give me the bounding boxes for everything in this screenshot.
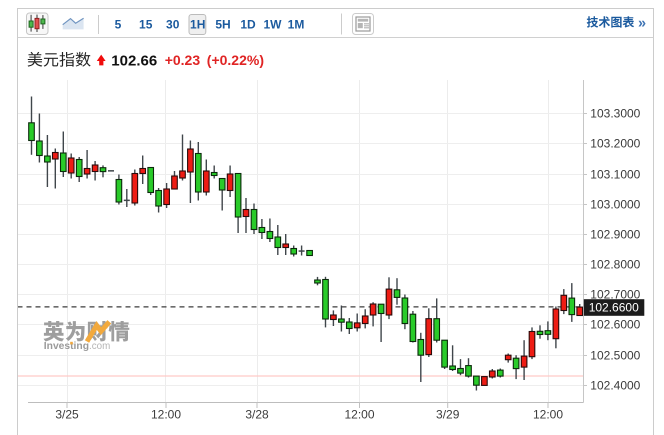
svg-text:102.9000: 102.9000: [590, 228, 640, 242]
svg-text:5H: 5H: [215, 18, 230, 32]
svg-text:103.2000: 103.2000: [590, 137, 640, 151]
svg-text:102.4000: 102.4000: [590, 379, 640, 393]
svg-text:102.6600: 102.6600: [589, 301, 639, 315]
svg-text:103.3000: 103.3000: [590, 107, 640, 121]
svg-text:5: 5: [115, 18, 122, 32]
svg-text:(+0.22%): (+0.22%): [207, 52, 264, 68]
svg-text:3/28: 3/28: [245, 408, 269, 422]
svg-text:102.6000: 102.6000: [590, 318, 640, 332]
svg-text:102.7000: 102.7000: [590, 288, 640, 302]
svg-text:3/29: 3/29: [436, 408, 460, 422]
svg-text:3/25: 3/25: [55, 408, 79, 422]
svg-text:30: 30: [166, 18, 180, 32]
svg-text:15: 15: [139, 18, 153, 32]
svg-text:+0.23: +0.23: [165, 52, 201, 68]
svg-text:103.1000: 103.1000: [590, 168, 640, 182]
svg-text:12:00: 12:00: [344, 408, 374, 422]
svg-text:Investing.com: Investing.com: [44, 341, 110, 352]
svg-text:1D: 1D: [240, 18, 256, 32]
svg-text:12:00: 12:00: [533, 408, 563, 422]
svg-text:102.5000: 102.5000: [590, 349, 640, 363]
svg-text:102.66: 102.66: [111, 53, 157, 70]
svg-text:102.8000: 102.8000: [590, 258, 640, 272]
svg-text:1M: 1M: [288, 18, 305, 32]
svg-text:12:00: 12:00: [151, 408, 181, 422]
svg-text:1H: 1H: [190, 18, 205, 32]
svg-text:»: »: [638, 15, 646, 31]
svg-text:1W: 1W: [264, 18, 283, 32]
svg-text:103.0000: 103.0000: [590, 198, 640, 212]
